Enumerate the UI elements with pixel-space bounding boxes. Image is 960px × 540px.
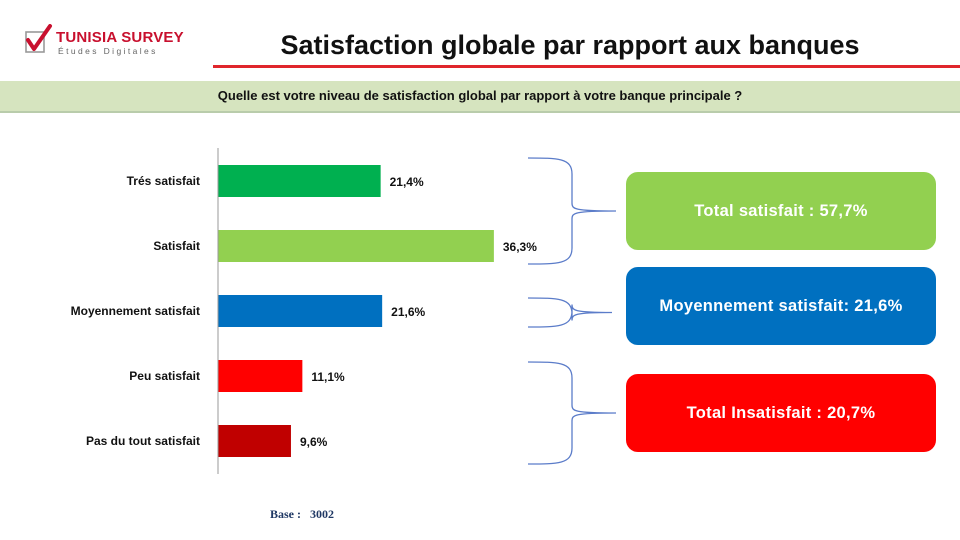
logo-title: TUNISIA SURVEY	[56, 29, 184, 46]
brace-moyen	[527, 297, 613, 328]
total-insatisfait-box: Total Insatisfait : 20,7%	[626, 374, 936, 452]
bar-2	[218, 295, 383, 327]
category-label: Pas du tout satisfait	[86, 434, 200, 448]
value-label: 36,3%	[503, 240, 537, 254]
title-underline	[213, 65, 960, 68]
brace-insatisfait	[527, 361, 617, 465]
category-label: Moyennement satisfait	[71, 304, 200, 318]
question-banner: Quelle est votre niveau de satisfaction …	[0, 81, 960, 113]
value-label: 9,6%	[300, 435, 328, 449]
logo-tagline: Études Digitales	[58, 46, 158, 56]
bar-0	[218, 165, 381, 197]
value-label: 21,4%	[390, 175, 424, 189]
category-label: Peu satisfait	[129, 369, 200, 383]
question-text: Quelle est votre niveau de satisfaction …	[217, 88, 743, 103]
moyennement-satisfait-box: Moyennement satisfait: 21,6%	[626, 267, 936, 345]
brand-logo: TUNISIA SURVEY Études Digitales	[22, 24, 184, 64]
bar-3	[218, 360, 303, 392]
value-label: 11,1%	[311, 370, 345, 384]
base-value: 3002	[310, 507, 334, 521]
category-label: Satisfait	[153, 239, 200, 253]
total-satisfait-box: Total satisfait : 57,7%	[626, 172, 936, 250]
value-label: 21,6%	[391, 305, 425, 319]
moyennement-satisfait-label: Moyennement satisfait: 21,6%	[659, 296, 903, 315]
page-title: Satisfaction globale par rapport aux ban…	[280, 30, 860, 60]
base-label: Base :	[270, 507, 301, 521]
category-label: Trés satisfait	[127, 174, 200, 188]
base-note: Base : 3002	[270, 507, 334, 522]
checkmark-icon	[25, 24, 52, 53]
total-satisfait-label: Total satisfait : 57,7%	[694, 201, 868, 220]
brace-satisfait	[527, 157, 617, 265]
bar-1	[218, 230, 494, 262]
total-insatisfait-label: Total Insatisfait : 20,7%	[686, 403, 876, 422]
bar-4	[218, 425, 291, 457]
